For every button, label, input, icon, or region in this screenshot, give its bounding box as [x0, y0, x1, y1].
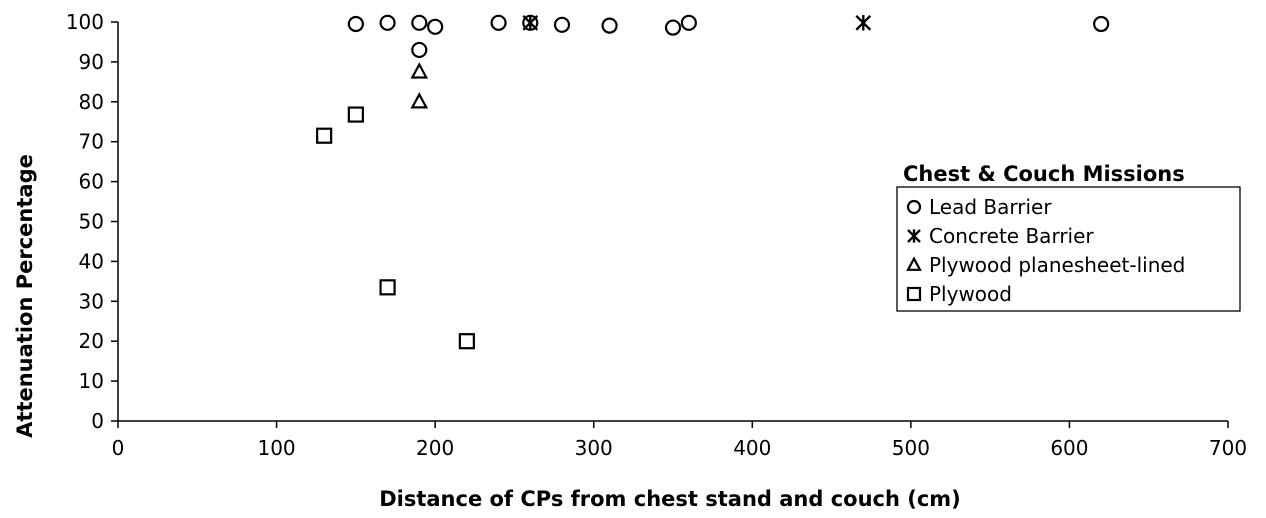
- square-data-point: [347, 106, 364, 123]
- y-tick-label: 70: [79, 130, 104, 154]
- x-tick-label: 0: [112, 436, 125, 460]
- square-data-point: [379, 279, 396, 296]
- legend-box: [896, 186, 1241, 312]
- triangle-data-point: [410, 92, 429, 109]
- y-tick-label: 20: [79, 329, 104, 353]
- y-tick-label: 90: [79, 50, 104, 74]
- asterisk-data-point: [522, 14, 539, 31]
- legend-title: Chest & Couch Missions: [903, 162, 1185, 186]
- legend: Chest & Couch Missions Lead Barrier Concr…: [896, 162, 1241, 312]
- x-tick-label: 200: [416, 436, 454, 460]
- x-axis-ticks: 0 100 200 300 400 500 600 700: [112, 421, 1247, 460]
- x-tick-label: 100: [257, 436, 295, 460]
- circle-data-point: [553, 16, 571, 33]
- legend-square-marker: [906, 286, 922, 302]
- asterisk-data-point: [855, 14, 872, 31]
- legend-triangle-marker: [906, 256, 922, 271]
- data-points: [316, 14, 1110, 350]
- circle-data-point: [664, 19, 682, 36]
- legend-label: Plywood: [929, 282, 1012, 306]
- y-tick-label: 80: [79, 90, 104, 114]
- x-tick-label: 400: [733, 436, 771, 460]
- x-tick-label: 500: [892, 436, 930, 460]
- circle-data-point: [379, 14, 396, 31]
- y-axis-title: Attenuation Percentage: [13, 154, 37, 438]
- x-axis-title: Distance of CPs from chest stand and cou…: [379, 487, 961, 511]
- y-tick-label: 0: [91, 409, 104, 433]
- legend-label: Concrete Barrier: [929, 224, 1094, 248]
- x-tick-label: 300: [575, 436, 613, 460]
- square-data-point: [458, 333, 475, 350]
- x-tick-label: 700: [1209, 436, 1247, 460]
- y-tick-label: 10: [79, 369, 104, 393]
- y-tick-label: 50: [79, 210, 104, 234]
- legend-label: Lead Barrier: [929, 195, 1052, 219]
- circle-data-point: [1093, 15, 1110, 33]
- legend-label: Plywood planesheet-lined: [929, 253, 1185, 277]
- circle-data-point: [490, 14, 507, 31]
- y-tick-label: 100: [66, 10, 104, 34]
- y-axis-ticks: 0 10 20 30 40 50 60 70 80 90 100: [66, 10, 118, 433]
- y-tick-label: 30: [79, 289, 104, 313]
- y-tick-label: 40: [79, 249, 104, 273]
- legend-asterisk-marker: [907, 229, 921, 243]
- x-tick-label: 600: [1050, 436, 1088, 460]
- circle-data-point: [411, 41, 428, 59]
- square-data-point: [316, 127, 333, 144]
- legend-circle-marker: [906, 199, 922, 215]
- circle-data-point: [680, 14, 697, 31]
- circle-data-point: [601, 17, 618, 34]
- triangle-data-point: [410, 62, 429, 79]
- circle-data-point: [347, 15, 364, 33]
- y-tick-label: 60: [79, 170, 104, 194]
- circle-data-point: [427, 18, 444, 35]
- circle-data-point: [411, 14, 428, 31]
